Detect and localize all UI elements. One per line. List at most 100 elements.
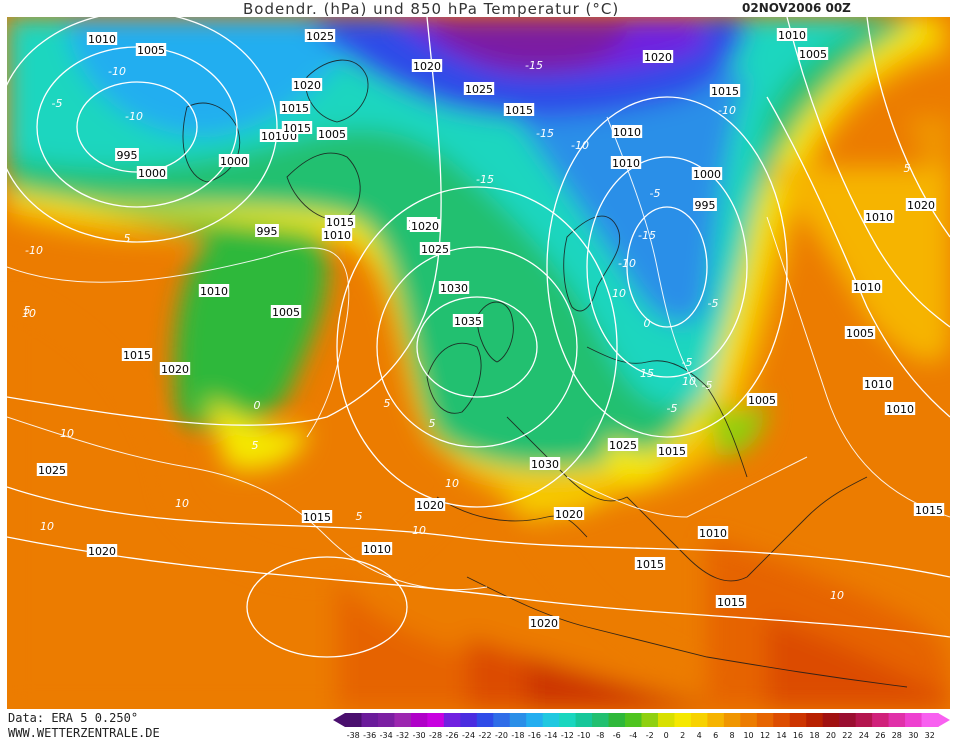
svg-text:1010: 1010	[613, 126, 641, 139]
isobar-label: 1010	[611, 125, 643, 139]
colorbar-swatch	[394, 713, 412, 727]
isobar-label: 1010	[610, 156, 642, 170]
temperature-label: 5	[24, 304, 31, 317]
svg-text:1030: 1030	[440, 282, 468, 295]
isobar-label: 1015	[913, 503, 945, 517]
isobar-label: 1020	[642, 50, 674, 64]
isobar-label: 1015	[634, 557, 666, 571]
isobar-label: 1020	[411, 59, 443, 73]
colorbar-swatch	[509, 713, 527, 727]
temperature-lines	[7, 116, 950, 590]
colorbar-swatch	[773, 713, 791, 727]
colorbar-swatch	[872, 713, 890, 727]
colorbar-swatch	[888, 713, 906, 727]
svg-text:1020: 1020	[88, 545, 116, 558]
isobar-label: 1015	[121, 348, 153, 362]
colorbar-swatches	[333, 713, 950, 727]
colorbar-swatch	[789, 713, 807, 727]
svg-text:1010: 1010	[864, 378, 892, 391]
temperature-label: 10	[830, 589, 844, 602]
footer-credits: Data: ERA 5 0.250° WWW.WETTERZENTRALE.DE	[8, 711, 160, 741]
colorbar-swatch	[625, 713, 643, 727]
isobar-label: 1025	[304, 29, 336, 43]
isobar-label: 1010	[86, 32, 118, 46]
colorbar-label: -16	[528, 731, 541, 740]
isobar-label: 1020	[159, 362, 191, 376]
svg-text:1010: 1010	[363, 543, 391, 556]
svg-text:1005: 1005	[748, 394, 776, 407]
isobar-label: 1015	[656, 444, 688, 458]
svg-text:1015: 1015	[658, 445, 686, 458]
colorbar-swatch	[905, 713, 923, 727]
colorbar-label: 32	[925, 731, 935, 740]
svg-text:1000: 1000	[138, 167, 166, 180]
temperature-label: -10	[571, 139, 589, 152]
temperature-label: 15	[640, 367, 654, 380]
temperature-label: 10	[22, 307, 36, 320]
isobar-label: 1005	[797, 47, 829, 61]
colorbar-label: -22	[478, 731, 491, 740]
svg-text:1000: 1000	[693, 168, 721, 181]
isobar-label: 1010	[697, 526, 729, 540]
svg-text:1010: 1010	[778, 29, 806, 42]
temperature-label: 10	[412, 524, 426, 537]
dataset-label: Data: ERA 5 0.250°	[8, 711, 139, 725]
isobar-label: 1020	[553, 507, 585, 521]
colorbar-swatch	[723, 713, 741, 727]
temperature-label: -15	[638, 229, 656, 242]
colorbar-swatch	[559, 713, 577, 727]
svg-text:1005: 1005	[272, 306, 300, 319]
isobar-label: 1020	[409, 219, 441, 233]
svg-text:1020: 1020	[413, 60, 441, 73]
isobar-label: 1010	[863, 210, 895, 224]
isobar-label: 995	[255, 224, 279, 238]
svg-text:1010: 1010	[699, 527, 727, 540]
colorbar-label: 10	[743, 731, 753, 740]
colorbar-label: 8	[730, 731, 735, 740]
svg-text:1015: 1015	[636, 558, 664, 571]
colorbar-label: 16	[793, 731, 803, 740]
isobar-label: 1025	[36, 463, 68, 477]
colorbar-label: -10	[577, 731, 590, 740]
temperature-label: -10	[125, 110, 143, 123]
isobar-label: 1010	[884, 402, 916, 416]
svg-text:1010: 1010	[323, 229, 351, 242]
colorbar-label: 28	[892, 731, 902, 740]
svg-text:1020: 1020	[161, 363, 189, 376]
isobar-label: 1010	[776, 28, 808, 42]
colorbar-label: -24	[462, 731, 475, 740]
temperature-label: 10	[612, 287, 626, 300]
colorbar-labels: -38 -36 -34 -32 -30 -28 -26 -24 -22 -20 -18 -16 -14-…	[347, 731, 935, 740]
svg-text:1010: 1010	[200, 285, 228, 298]
svg-text:995: 995	[257, 225, 278, 238]
temperature-label: 5	[356, 510, 363, 523]
svg-text:1020: 1020	[907, 199, 935, 212]
temperature-label: 5	[904, 162, 911, 175]
isobar-label: 1000	[218, 154, 250, 168]
svg-text:1015: 1015	[505, 104, 533, 117]
svg-text:1020: 1020	[555, 508, 583, 521]
isobar-label: 1000	[136, 166, 168, 180]
svg-text:1010: 1010	[612, 157, 640, 170]
colorbar-swatch	[855, 713, 873, 727]
svg-text:1015: 1015	[281, 102, 309, 115]
colorbar-swatch	[740, 713, 758, 727]
temperature-labels: -10-5-10-15-15-15-10-15-10-505-105101010…	[22, 59, 911, 602]
colorbar-swatch	[410, 713, 428, 727]
temperature-label: 5	[429, 417, 436, 430]
temperature-label: 10	[445, 477, 459, 490]
temperature-label: -5	[702, 379, 713, 392]
svg-text:1010: 1010	[865, 211, 893, 224]
temperature-colorbar: -38 -36 -34 -32 -30 -28 -26 -24 -22 -20 -18 -16 -14-…	[333, 713, 950, 740]
colorbar-swatch	[377, 713, 396, 727]
isobar-label: 1030	[438, 281, 470, 295]
svg-text:1025: 1025	[38, 464, 66, 477]
colorbar-label: 20	[826, 731, 836, 740]
temperature-label: 5	[384, 397, 391, 410]
colorbar-label: -32	[396, 731, 409, 740]
svg-text:1015: 1015	[717, 596, 745, 609]
colorbar-label: 4	[697, 731, 702, 740]
isobar-label: 1000	[691, 167, 723, 181]
colorbar-label: -18	[511, 731, 524, 740]
isobar-label: 1030	[529, 457, 561, 471]
